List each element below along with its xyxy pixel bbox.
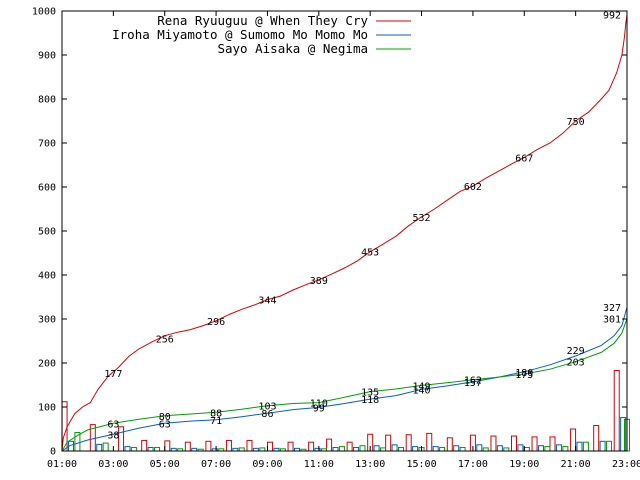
line-iroha	[61, 306, 628, 452]
data-label-rena: 667	[515, 154, 533, 165]
data-label-iroha: 86	[261, 409, 273, 420]
data-label-sayo: 149	[413, 381, 431, 392]
data-label-sayo: 203	[567, 358, 585, 369]
data-label-rena: 532	[413, 213, 431, 224]
data-label-rena: 344	[258, 296, 276, 307]
data-label-iroha: 180	[515, 368, 533, 379]
x-tick-label: 11:00	[304, 459, 334, 470]
x-tick-label: 17:00	[458, 459, 488, 470]
data-label-sayo: 110	[310, 399, 328, 410]
legend-label-iroha: Iroha Miyamoto @ Sumomo Mo Momo Mo	[112, 27, 368, 42]
x-tick-label: 15:00	[406, 459, 436, 470]
y-tick-label: 0	[50, 447, 56, 458]
data-label-sayo: 63	[107, 419, 119, 430]
data-label-rena: 296	[207, 317, 225, 328]
line-rena	[61, 14, 628, 452]
data-label-rena: 992	[603, 11, 621, 22]
data-label-sayo: 80	[159, 412, 171, 423]
x-tick-label: 03:00	[98, 459, 128, 470]
data-label-sayo: 175	[515, 370, 533, 381]
axes-layer: 0 100 200 300 400 500 600 700 800 900 1000 01:00 03:…	[32, 7, 640, 471]
y-tick-label: 800	[38, 95, 56, 106]
data-label-rena: 389	[310, 276, 328, 287]
y-tick-label: 600	[38, 183, 56, 194]
data-label-sayo: 135	[361, 388, 379, 399]
x-tick-label: 13:00	[355, 459, 385, 470]
lines-layer	[61, 14, 628, 452]
line-sayo	[61, 318, 628, 452]
data-label-iroha: 229	[567, 346, 585, 357]
y-tick-label: 900	[38, 51, 56, 62]
legend-label-sayo: Sayo Aisaka @ Negima	[217, 41, 368, 56]
data-label-iroha: 63	[159, 419, 171, 430]
data-label-iroha: 71	[210, 416, 222, 427]
data-label-iroha: 157	[464, 378, 482, 389]
data-label-iroha: 118	[361, 395, 379, 406]
y-tick-label: 500	[38, 227, 56, 238]
data-label-iroha: 99	[313, 403, 325, 414]
data-label-sayo: 162	[464, 376, 482, 387]
data-label-sayo: 301	[603, 315, 621, 326]
legend-label-rena: Rena Ryuuguu @ When They Cry	[157, 13, 368, 28]
y-tick-label: 300	[38, 315, 56, 326]
x-tick-label: 07:00	[201, 459, 231, 470]
data-label-rena: 453	[361, 248, 379, 259]
data-label-sayo: 88	[210, 408, 222, 419]
x-tick-label: 19:00	[509, 459, 539, 470]
y-tick-label: 200	[38, 359, 56, 370]
data-label-sayo: 103	[258, 402, 276, 413]
data-label-iroha: 38	[107, 430, 119, 441]
data-label-iroha: 327	[603, 303, 621, 314]
x-tick-label: 21:00	[561, 459, 591, 470]
y-tick-label: 100	[38, 403, 56, 414]
x-tick-label: 09:00	[252, 459, 282, 470]
data-label-rena: 256	[156, 334, 174, 345]
x-tick-label: 23:00	[612, 459, 640, 470]
data-label-rena: 177	[104, 369, 122, 380]
x-tick-label: 05:00	[150, 459, 180, 470]
data-label-rena: 602	[464, 182, 482, 193]
y-tick-label: 700	[38, 139, 56, 150]
y-tick-label: 1000	[32, 7, 56, 18]
data-label-iroha: 140	[413, 385, 431, 396]
y-tick-label: 400	[38, 271, 56, 282]
data-label-rena: 750	[567, 117, 585, 128]
x-tick-label: 01:00	[47, 459, 77, 470]
